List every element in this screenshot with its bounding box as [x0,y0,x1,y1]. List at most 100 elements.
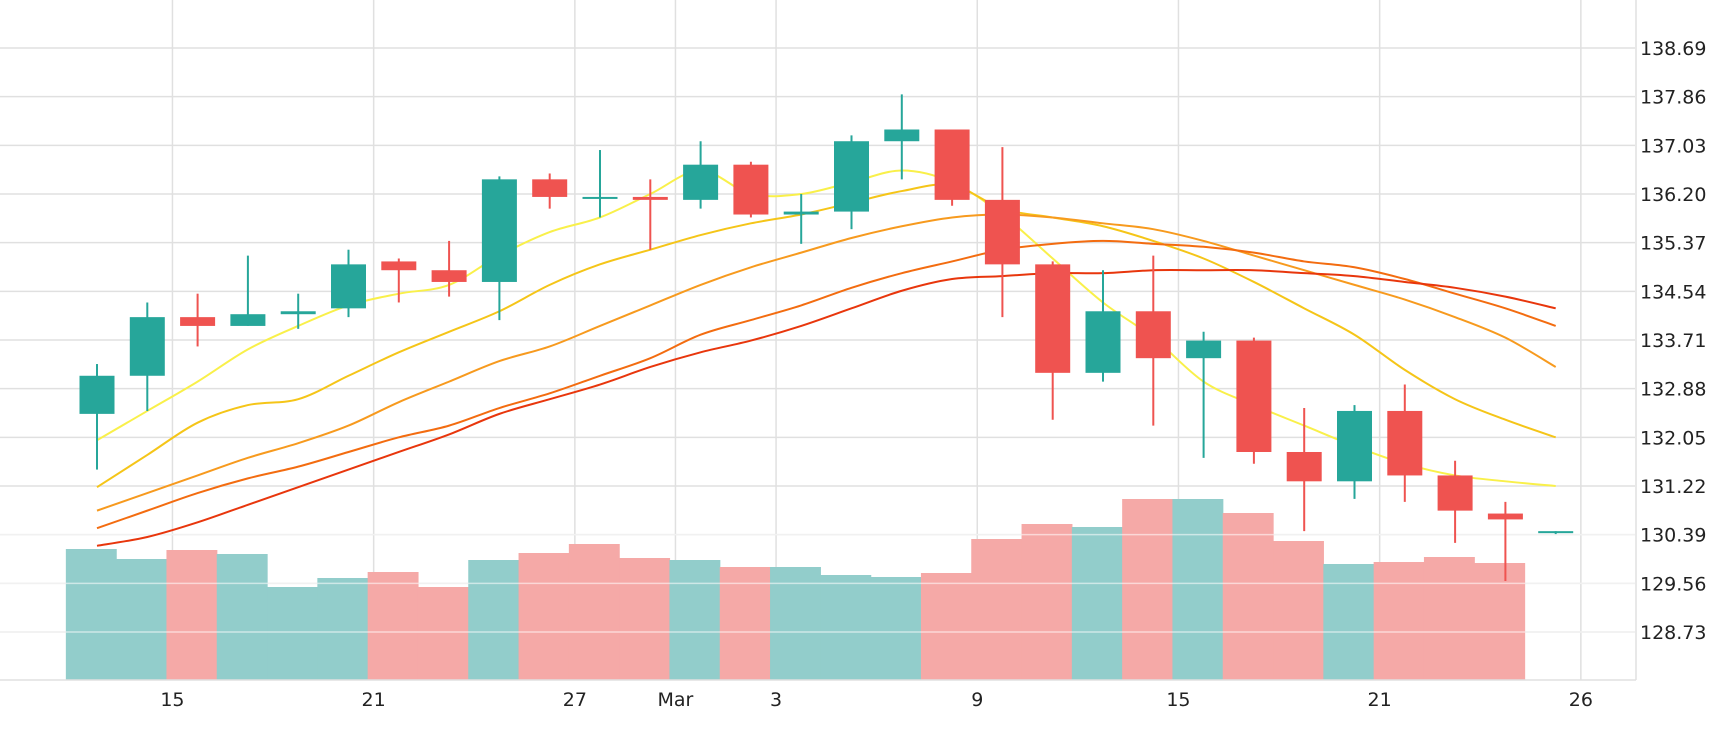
volume-bar [1474,563,1526,680]
candle-body [180,317,216,326]
volume-bar [417,587,469,680]
candle [683,141,719,209]
candle [783,194,819,244]
candle [1286,408,1322,532]
candle-body [431,270,467,282]
candle-body [79,375,115,414]
candle [381,258,417,303]
candle-body [683,164,719,200]
axes [0,0,1637,681]
y-tick-label: 137.03 [1640,135,1706,157]
volume-bar [1222,513,1274,680]
y-tick-label: 132.05 [1640,427,1706,449]
candle-body [129,317,165,376]
x-tick-label: 15 [160,689,184,711]
volume-bar [770,567,821,680]
candle [532,173,568,209]
volume-bar [65,549,117,680]
x-tick-label: 27 [563,689,587,711]
candle-body [1538,531,1574,534]
candle [1085,270,1121,382]
volume-bar [116,559,168,680]
candle [230,255,266,326]
volume-bar [920,573,972,680]
candle [934,129,970,206]
y-tick-label: 134.54 [1640,281,1706,303]
candle [1487,501,1523,581]
candle [884,94,920,180]
candle [834,135,869,230]
volume-bar [619,558,671,680]
volume-bar [1323,564,1375,680]
candle [180,293,216,347]
candle-body [532,179,568,197]
candle-body [230,314,266,326]
candle-body [1337,410,1372,482]
volume-bar [1273,541,1324,680]
volume-bar [166,550,218,680]
candle-body [783,211,819,215]
candle [331,249,366,318]
candle [632,179,668,250]
x-tick-label: 21 [362,689,386,711]
y-tick-label: 130.39 [1640,525,1706,547]
candle [1035,261,1071,420]
candle-body [1186,340,1222,359]
volume-bar [468,560,520,680]
candle [1387,384,1423,502]
volume-bar [367,572,419,680]
candle-body [1437,475,1473,511]
y-tick-label: 129.56 [1640,573,1706,595]
volume-bar [317,578,369,680]
candle-body [481,179,517,282]
volume-bar [870,577,922,680]
candle [280,293,316,329]
candle-body [1135,311,1171,359]
candle [984,147,1020,318]
y-tick-label: 135.37 [1640,233,1706,255]
candle [79,364,115,470]
volume-bar [1122,499,1174,680]
x-tick-label: 15 [1166,689,1190,711]
candle-body [381,261,417,271]
volume-bar [267,587,318,680]
candle-body [632,196,668,200]
y-tick-label: 133.71 [1640,330,1706,352]
x-tick-label: 26 [1569,689,1593,711]
x-axis-labels: 15 21 27 Mar 3 9 15 21 26 [160,689,1593,711]
x-tick-label: 9 [971,689,983,711]
x-tick-label: 21 [1368,689,1392,711]
candle [1186,331,1222,458]
volume-bar [518,553,570,680]
candle-body [834,141,869,212]
candle-body [1487,513,1523,520]
volume-bar [568,544,620,680]
candle [129,302,165,411]
volume-bar [1021,524,1073,680]
candle-body [331,264,366,309]
volume-bar [1373,562,1425,680]
candle-body [934,129,970,200]
y-tick-label: 137.86 [1640,87,1706,109]
moving-average-line [96,213,1557,512]
volume-bar [971,539,1023,680]
moving-average-line [96,183,1557,489]
y-tick-label: 132.88 [1640,379,1706,401]
candle [1135,255,1171,426]
candle-body [582,196,618,199]
candle [1236,337,1272,464]
candle [582,150,618,218]
candle [1337,405,1372,499]
candle [431,240,467,297]
candle [1538,531,1574,535]
volume-bar [820,575,872,680]
candle-body [733,164,769,215]
candle [733,161,769,218]
x-tick-label: 3 [770,689,782,711]
moving-average-line [96,239,1557,530]
candle [481,176,517,321]
y-tick-label: 136.20 [1640,184,1706,206]
candle-body [280,311,316,315]
volume-bar [216,554,268,680]
volume-bar [719,567,771,680]
